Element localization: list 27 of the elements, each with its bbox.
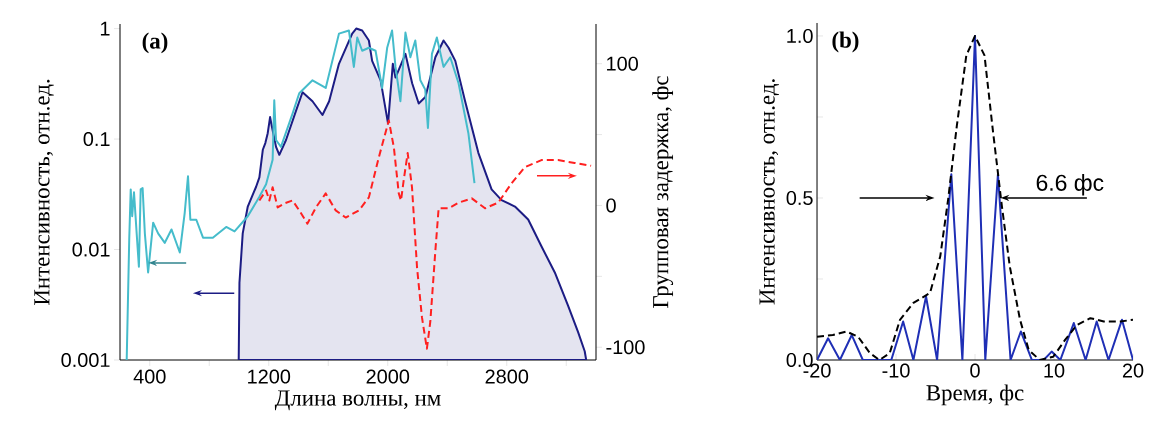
x-axis-title: Длина волны, нм — [274, 390, 441, 411]
annotation: 6.6 фс — [1036, 174, 1104, 196]
x-tick-label: 2800 — [485, 369, 529, 384]
x-tick-label: 0 — [970, 363, 980, 378]
y-tick-label: 1.0 — [787, 28, 813, 43]
y2-axis-title: Групповая задержка, фс — [652, 76, 674, 308]
x-tick-label: 10 — [1044, 363, 1065, 378]
y2-tick-label: 100 — [607, 56, 638, 71]
y-tick-label: 0.01 — [72, 242, 110, 257]
y-tick-label: 0.001 — [61, 352, 110, 368]
y-tick-label: 0.5 — [786, 190, 813, 206]
x-axis-title: Время, фс — [926, 384, 1024, 406]
line-series — [258, 119, 593, 350]
y2-tick-label: 0 — [606, 198, 616, 213]
line-series — [125, 29, 476, 360]
annotation: (a) — [142, 32, 168, 54]
y-tick-label: 1 — [100, 21, 110, 36]
y2-tick-label: -100 — [606, 340, 645, 355]
y-axis-title: Интенсивность, отн.ед. — [34, 79, 54, 305]
x-tick-label: 2000 — [366, 369, 410, 384]
annotation: (b) — [832, 31, 859, 53]
x-tick-label: -10 — [882, 363, 910, 378]
y-tick-label: 0.1 — [83, 132, 110, 147]
x-tick-label: 20 — [1122, 363, 1144, 378]
y-axis-title: Интенсивность, отн.ед. — [759, 79, 779, 305]
x-tick-label: 400 — [133, 369, 166, 384]
x-tick-label: 1200 — [248, 369, 291, 384]
